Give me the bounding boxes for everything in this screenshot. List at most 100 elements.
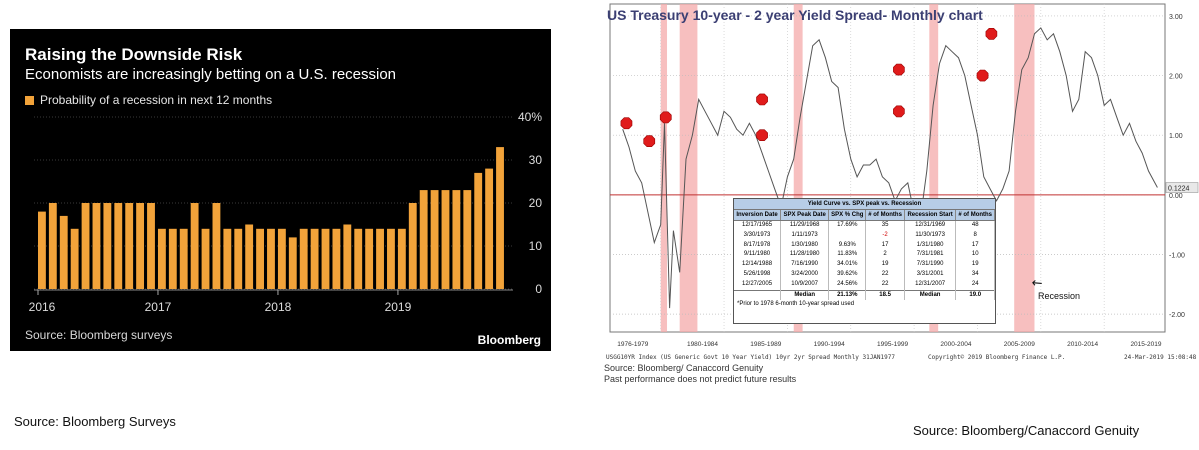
chart-source: Source: Bloomberg/ Canaccord Genuity <box>604 363 764 373</box>
bar <box>190 203 199 289</box>
table-cell: 11/29/1968 <box>780 220 830 231</box>
legend-swatch <box>25 95 34 105</box>
stop-sign-icon <box>976 69 989 82</box>
table-cell: 8/17/1978 <box>734 240 782 251</box>
table-cell: 12/31/1969 <box>904 220 957 231</box>
bar <box>441 190 450 289</box>
recession-band <box>660 4 668 332</box>
bar <box>408 203 417 289</box>
table-cell <box>734 289 782 301</box>
bar <box>419 190 428 289</box>
bar <box>354 228 363 289</box>
bar <box>234 228 243 289</box>
x-tick-label: 2019 <box>385 300 412 314</box>
x-tick-label: 1990-1994 <box>814 341 845 348</box>
chart-title: Raising the Downside Risk <box>25 45 243 64</box>
current-value-box <box>1165 182 1199 193</box>
table-row: 12/17/1965 11/29/1968 17.69% 35 12/31/1969 48 <box>734 220 995 231</box>
stop-sign-icon <box>643 135 656 147</box>
table-cell: 1/30/1980 <box>780 240 830 251</box>
table-cell: 3/30/1973 <box>734 230 782 241</box>
stop-sign-icon <box>756 93 768 106</box>
bar <box>125 203 134 289</box>
table-cell: 12/27/2005 <box>734 279 782 291</box>
table-median-row: Median 21.13% 18.5 Median 19.0 <box>734 289 995 301</box>
bar <box>321 228 330 289</box>
spread-line <box>622 27 1158 309</box>
disclaimer: Past performance does not predict future… <box>604 374 797 384</box>
table-body: Inversion Date SPX Peak Date SPX % Chg # of… <box>734 210 995 301</box>
table-cell: 10/9/2007 <box>780 279 830 291</box>
table-row: 5/26/1998 3/24/2000 39.62% 22 3/31/2001 34 <box>734 269 995 280</box>
bar <box>245 224 254 289</box>
table-cell: 3/31/2001 <box>904 269 957 280</box>
x-tick-label: 1995-1999 <box>877 341 908 348</box>
x-tick-label: 2005-2009 <box>1004 341 1035 348</box>
table-cell: 7/16/1990 <box>780 260 830 270</box>
bar <box>59 215 68 289</box>
bar <box>168 228 177 289</box>
bar <box>103 203 112 289</box>
y-tick-label: 0.00 <box>1169 193 1183 200</box>
table-cell: 35 <box>865 220 905 231</box>
chart-source: Source: Bloomberg surveys <box>25 328 173 342</box>
current-value-label: 0.1224 <box>1168 186 1190 193</box>
bar <box>81 203 90 289</box>
table-cell: 19 <box>955 260 995 270</box>
x-tick-label: 2010-2014 <box>1067 341 1098 348</box>
y-tick-label: -1.00 <box>1169 252 1185 259</box>
table-cell: 7/31/1981 <box>904 250 957 261</box>
footer-copyright: Copyright© 2019 Bloomberg Finance L.P. <box>928 354 1066 361</box>
right-source-caption: Source: Bloomberg/Canaccord Genuity <box>913 423 1140 438</box>
y-tick-label: -2.00 <box>1169 312 1185 319</box>
table-cell <box>828 230 867 241</box>
footer-date: 24-Mar-2019 15:08:48 <box>1124 354 1197 361</box>
table-row: 9/11/1980 11/28/1980 11.83% 2 7/31/1981 10 <box>734 250 995 261</box>
chart-subtitle: Economists are increasingly betting on a… <box>25 66 397 83</box>
table-cell: 8 <box>955 230 995 241</box>
bar <box>179 228 188 289</box>
table-header-cell: # of Months <box>955 210 995 221</box>
chart-legend: Probability of a recession in next 12 mo… <box>25 93 272 107</box>
y-tick-label: 1.00 <box>1169 133 1183 140</box>
y-tick-label: 3.00 <box>1169 14 1183 21</box>
y-tick-label: 2.00 <box>1169 74 1183 81</box>
table-cell: Median <box>904 289 957 301</box>
table-row: 12/27/2005 10/9/2007 24.56% 22 12/31/2007 24 <box>734 279 995 291</box>
bar <box>299 228 308 289</box>
bar <box>48 203 57 289</box>
bar <box>267 228 275 289</box>
table-cell: 19.0 <box>955 289 995 301</box>
bar <box>277 228 286 289</box>
table-cell: 24 <box>955 279 995 291</box>
y-tick-label: 10 <box>529 239 543 253</box>
recession-band <box>793 4 803 332</box>
bar <box>496 147 504 289</box>
stop-sign-icon <box>620 117 633 130</box>
table-cell: 3/24/2000 <box>780 269 830 280</box>
table-cell: 34.01% <box>828 260 867 270</box>
bar <box>136 203 145 289</box>
table-cell: 12/14/1988 <box>734 260 782 270</box>
table-cell: 17 <box>955 240 995 251</box>
bar <box>397 228 406 289</box>
y-tick-label: 0 <box>535 282 542 296</box>
table-row: 12/14/1988 7/16/1990 34.01% 19 7/31/1990 19 <box>734 260 995 270</box>
table-cell: 24.56% <box>828 279 867 291</box>
bar <box>310 228 319 289</box>
table-cell: 11/30/1973 <box>904 230 957 241</box>
table-cell: -2 <box>865 230 905 241</box>
stop-sign-icon <box>893 105 905 118</box>
table-header-cell: SPX Peak Date <box>780 210 830 221</box>
bar <box>223 228 232 289</box>
stop-sign-icon <box>985 27 998 40</box>
x-tick-label: 1985-1989 <box>750 341 781 348</box>
table-title: Yield Curve vs. SPX peak vs. Recession <box>734 199 995 210</box>
table-header-cell: # of Months <box>865 210 905 221</box>
bar <box>463 190 472 289</box>
table-cell: 12/31/2007 <box>904 279 957 291</box>
table-header-cell: SPX % Chg <box>828 210 867 221</box>
bar <box>92 203 101 289</box>
table-cell: 9/11/1980 <box>734 250 782 261</box>
table-cell: 11/28/1980 <box>780 250 830 261</box>
